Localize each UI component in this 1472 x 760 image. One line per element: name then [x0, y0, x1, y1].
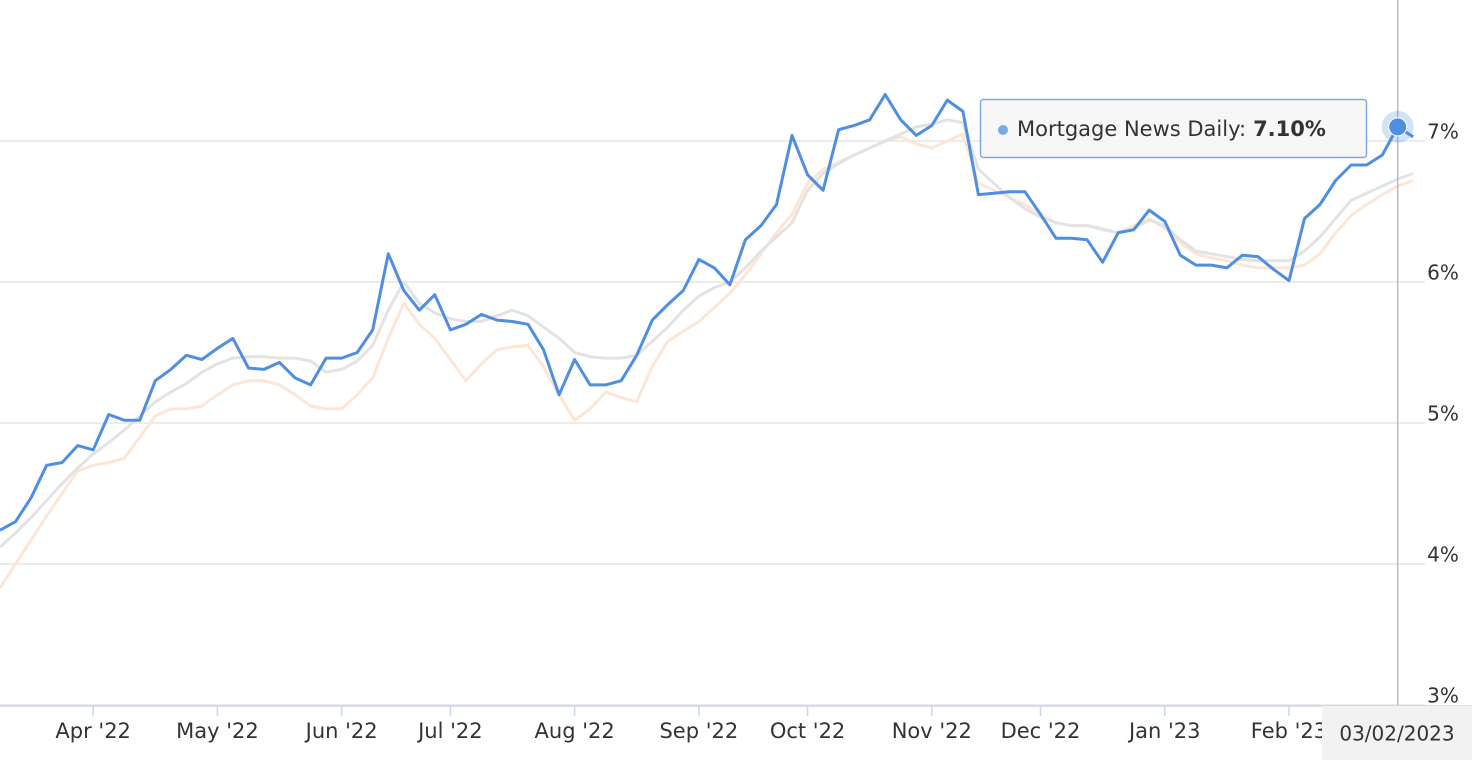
tooltip-box: [979, 98, 1368, 159]
y-tick-label: 6%: [1427, 261, 1459, 285]
series-line: [0, 118, 1414, 549]
x-tick-label: Jan '23: [1127, 719, 1201, 743]
tooltip-value: 7.10%: [1253, 117, 1326, 141]
crosshair-label-box: [1322, 706, 1472, 760]
series-line: [0, 93, 1415, 532]
hover-marker: [1388, 117, 1408, 137]
y-tick-label: 7%: [1427, 120, 1459, 144]
tooltip-label: Mortgage News Daily:: [1017, 117, 1246, 141]
tooltip-dot: [998, 125, 1008, 135]
x-tick-label: Aug '22: [535, 719, 615, 743]
x-tick-label: Oct '22: [770, 719, 845, 743]
tooltip-text: Mortgage News Daily: 7.10%: [1017, 117, 1326, 141]
x-tick-label: Apr '22: [55, 719, 131, 743]
x-tick-label: May '22: [176, 719, 259, 743]
y-tick-label: 5%: [1427, 402, 1459, 426]
y-tick-label: 3%: [1427, 684, 1459, 708]
x-tick-label: Jul '22: [416, 719, 483, 743]
crosshair-label: 03/02/2023: [1339, 722, 1454, 746]
x-tick-label: Feb '23: [1251, 719, 1327, 743]
x-tick-label: Sep '22: [659, 719, 738, 743]
x-tick-label: Nov '22: [892, 719, 972, 743]
x-tick-label: Dec '22: [1001, 719, 1081, 743]
y-tick-label: 4%: [1427, 543, 1459, 567]
series-line: [0, 132, 1414, 589]
x-tick-label: Jun '22: [304, 719, 378, 743]
